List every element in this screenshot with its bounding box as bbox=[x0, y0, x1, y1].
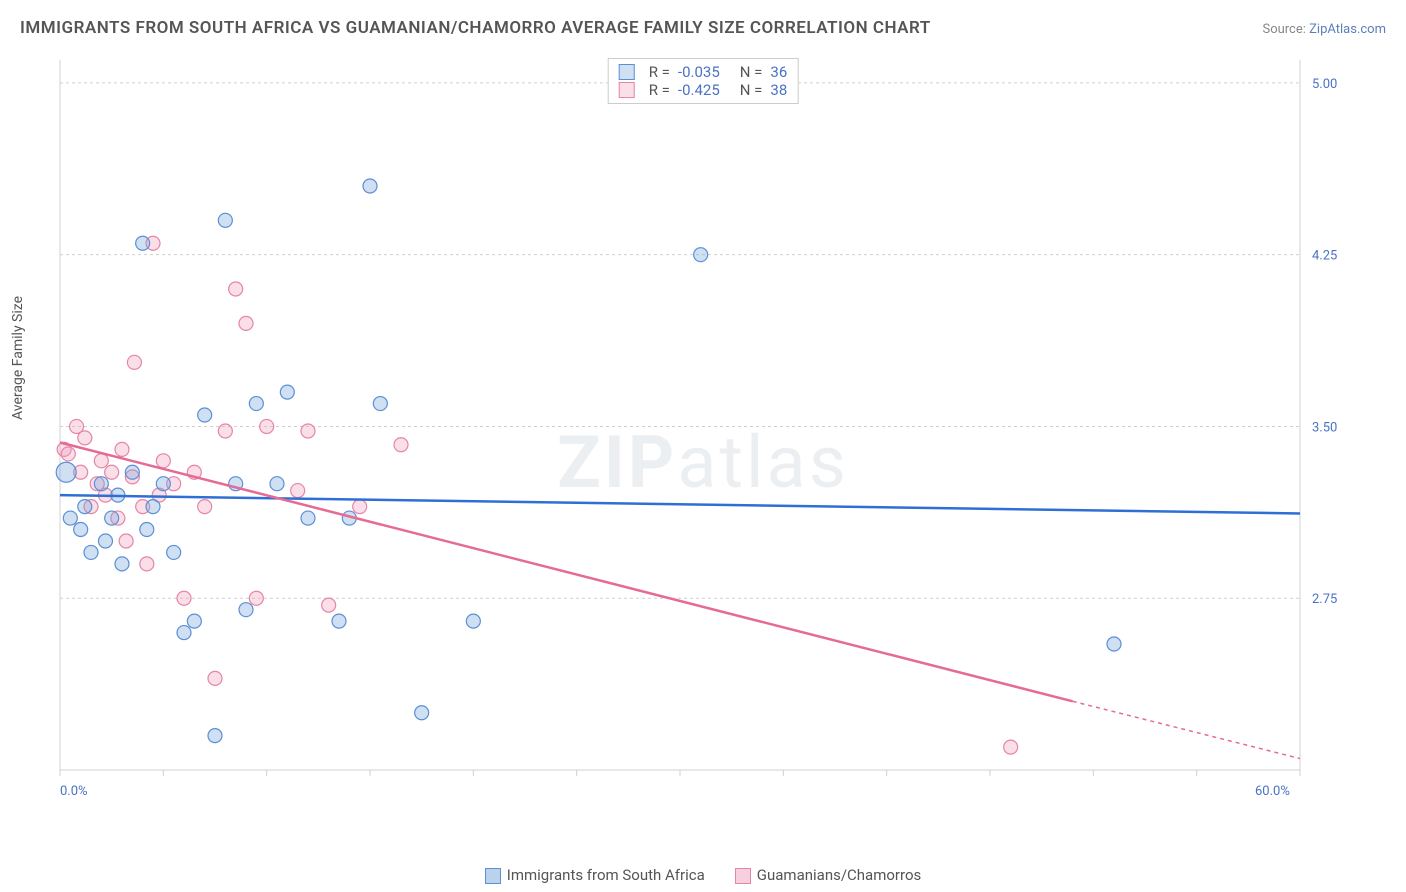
legend-row-a: R = -0.035 N = 36 bbox=[619, 63, 788, 81]
data-point bbox=[61, 447, 75, 461]
data-point bbox=[373, 397, 387, 411]
data-point bbox=[694, 248, 708, 262]
trend-line-b-ext bbox=[1073, 701, 1300, 758]
data-point bbox=[208, 671, 222, 685]
data-point bbox=[1107, 637, 1121, 651]
legend-row-b: R = -0.425 N = 38 bbox=[619, 81, 788, 99]
footer-legend-item-a: Immigrants from South Africa bbox=[485, 866, 705, 884]
data-point bbox=[105, 465, 119, 479]
source-attribution: Source: ZipAtlas.com bbox=[1262, 22, 1386, 37]
data-point bbox=[140, 557, 154, 571]
data-point bbox=[125, 465, 139, 479]
data-point bbox=[74, 523, 88, 537]
data-point bbox=[156, 454, 170, 468]
data-point bbox=[94, 454, 108, 468]
data-point bbox=[270, 477, 284, 491]
data-point bbox=[187, 614, 201, 628]
legend-swatch-b bbox=[619, 82, 635, 98]
r-label: R = bbox=[649, 63, 670, 81]
chart-svg: 2.75 3.50 4.25 5.00 0.0% 60.0% bbox=[50, 50, 1370, 830]
data-point bbox=[466, 614, 480, 628]
r-value-b: -0.425 bbox=[678, 81, 720, 99]
data-point bbox=[301, 424, 315, 438]
data-point bbox=[208, 729, 222, 743]
data-point bbox=[363, 179, 377, 193]
data-point bbox=[146, 500, 160, 514]
svg-text:2.75: 2.75 bbox=[1312, 592, 1337, 607]
trend-line-b bbox=[60, 442, 1073, 701]
chart-title: IMMIGRANTS FROM SOUTH AFRICA VS GUAMANIA… bbox=[20, 18, 931, 38]
data-point bbox=[177, 591, 191, 605]
data-point bbox=[94, 477, 108, 491]
data-point bbox=[260, 419, 274, 433]
n-label: N = bbox=[740, 63, 763, 81]
n-label: N = bbox=[740, 81, 763, 99]
source-label: Source: bbox=[1262, 22, 1309, 37]
r-value-a: -0.035 bbox=[678, 63, 720, 81]
chart-plot-area: 2.75 3.50 4.25 5.00 0.0% 60.0% bbox=[50, 50, 1370, 830]
data-point bbox=[322, 598, 336, 612]
data-point bbox=[229, 282, 243, 296]
data-point bbox=[105, 511, 119, 525]
footer-swatch-a bbox=[485, 868, 501, 884]
footer-label-b: Guamanians/Chamorros bbox=[757, 866, 921, 884]
data-point bbox=[177, 626, 191, 640]
data-point bbox=[394, 438, 408, 452]
n-value-b: 38 bbox=[770, 81, 787, 99]
data-point bbox=[140, 523, 154, 537]
data-point bbox=[239, 603, 253, 617]
y-axis-label: Average Family Size bbox=[10, 296, 26, 420]
data-point bbox=[1004, 740, 1018, 754]
footer-legend: Immigrants from South Africa Guamanians/… bbox=[0, 866, 1406, 884]
n-value-a: 36 bbox=[770, 63, 787, 81]
data-point bbox=[156, 477, 170, 491]
data-point bbox=[332, 614, 346, 628]
data-point bbox=[119, 534, 133, 548]
data-point bbox=[78, 431, 92, 445]
footer-label-a: Immigrants from South Africa bbox=[507, 866, 705, 884]
data-point bbox=[127, 355, 141, 369]
data-point bbox=[98, 534, 112, 548]
data-point bbox=[115, 557, 129, 571]
correlation-legend: R = -0.035 N = 36 R = -0.425 N = 38 bbox=[608, 58, 799, 104]
data-point bbox=[301, 511, 315, 525]
data-point bbox=[415, 706, 429, 720]
svg-text:3.50: 3.50 bbox=[1312, 420, 1337, 435]
data-point bbox=[249, 397, 263, 411]
footer-swatch-b bbox=[735, 868, 751, 884]
svg-text:60.0%: 60.0% bbox=[1255, 784, 1290, 799]
svg-text:4.25: 4.25 bbox=[1312, 249, 1337, 264]
svg-text:0.0%: 0.0% bbox=[60, 784, 88, 799]
legend-swatch-a bbox=[619, 64, 635, 80]
data-point bbox=[78, 500, 92, 514]
data-point bbox=[115, 442, 129, 456]
data-point bbox=[56, 462, 76, 482]
data-point bbox=[63, 511, 77, 525]
r-label: R = bbox=[649, 81, 670, 99]
data-point bbox=[136, 236, 150, 250]
data-point bbox=[167, 545, 181, 559]
source-link[interactable]: ZipAtlas.com bbox=[1309, 22, 1386, 37]
svg-text:5.00: 5.00 bbox=[1312, 77, 1337, 92]
data-point bbox=[198, 408, 212, 422]
trend-line-a bbox=[60, 495, 1300, 513]
data-point bbox=[353, 500, 367, 514]
data-point bbox=[249, 591, 263, 605]
data-point bbox=[218, 213, 232, 227]
data-point bbox=[198, 500, 212, 514]
data-point bbox=[280, 385, 294, 399]
data-point bbox=[218, 424, 232, 438]
data-point bbox=[239, 316, 253, 330]
footer-legend-item-b: Guamanians/Chamorros bbox=[735, 866, 921, 884]
data-point bbox=[84, 545, 98, 559]
data-point bbox=[291, 484, 305, 498]
